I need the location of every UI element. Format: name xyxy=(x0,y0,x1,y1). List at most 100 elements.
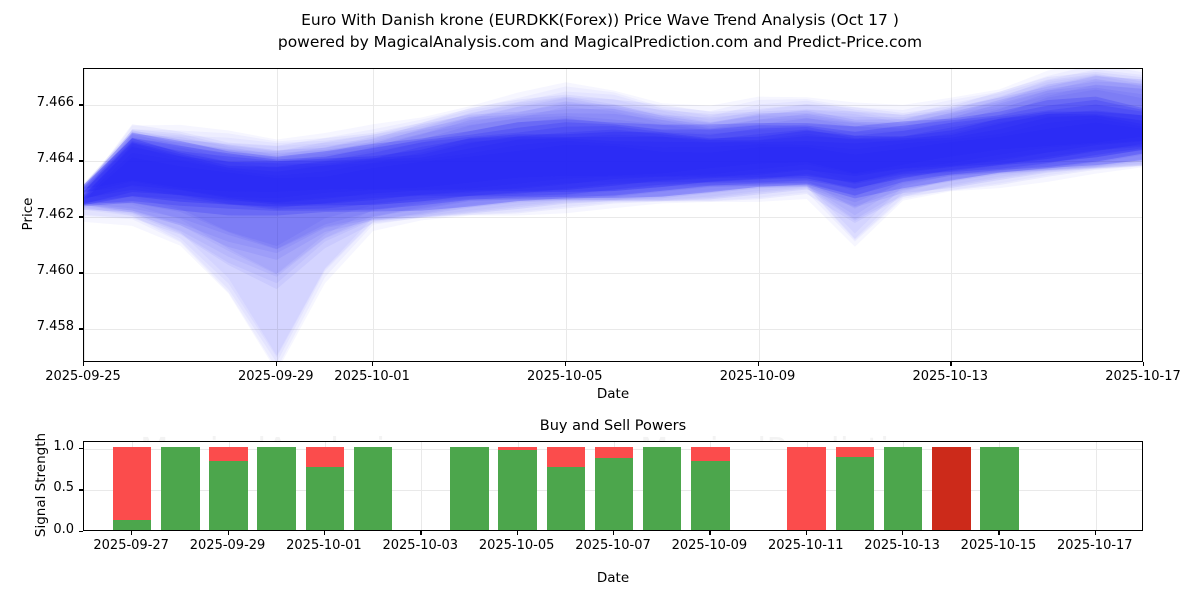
wave-band-polygon xyxy=(84,110,1142,211)
buy-power-segment xyxy=(546,466,586,530)
wave-band-polygon xyxy=(84,69,1142,358)
y-tick-label: 7.464 xyxy=(36,151,74,167)
signal-bar[interactable] xyxy=(257,446,296,530)
x-tick-mark xyxy=(372,362,374,366)
wave-band-polygon xyxy=(84,87,1142,254)
sell-power-segment xyxy=(932,446,971,530)
buy-power-segment xyxy=(209,460,248,530)
wave-band-polygon xyxy=(84,99,1142,208)
signal-bar[interactable] xyxy=(546,446,586,530)
x-tick-mark xyxy=(805,531,808,535)
figure-title-line-1: Euro With Danish krone (EURDKK(Forex)) P… xyxy=(301,11,899,29)
y-tick-mark xyxy=(79,489,83,491)
x-tick-label: 2025-10-17 xyxy=(1105,369,1181,384)
figure-title-line-2: powered by MagicalAnalysis.com and Magic… xyxy=(277,33,923,51)
wave-band-polygon xyxy=(84,73,1142,275)
x-tick-label: 2025-10-13 xyxy=(864,538,940,553)
wave-band-polygon xyxy=(84,113,1142,198)
sell-power-segment xyxy=(787,446,826,530)
y-tick-label: 1.0 xyxy=(53,438,74,454)
y-tick-mark xyxy=(79,216,83,218)
signal-bar[interactable] xyxy=(932,446,971,530)
x-tick-mark xyxy=(83,362,85,366)
gridline-vertical xyxy=(373,69,375,361)
buy-power-segment xyxy=(642,446,682,530)
sell-power-segment xyxy=(305,446,345,467)
buy-power-segment xyxy=(980,446,1019,530)
y-tick-mark xyxy=(79,328,83,330)
x-tick-label: 2025-09-29 xyxy=(189,538,266,553)
x-tick-mark xyxy=(1143,362,1145,366)
signal-bar[interactable] xyxy=(498,446,537,530)
wave-band-polygon xyxy=(84,71,1142,274)
y-tick-mark xyxy=(79,447,83,449)
price-x-axis-label: Date xyxy=(596,386,630,402)
signal-bar[interactable] xyxy=(112,446,152,530)
gridline-vertical xyxy=(1095,442,1097,530)
signal-chart-title: Buy and Sell Powers xyxy=(539,418,687,434)
buy-power-segment xyxy=(305,466,345,530)
buy-power-segment xyxy=(835,456,875,530)
buy-power-segment xyxy=(450,446,489,530)
y-tick-label: 7.462 xyxy=(36,207,74,223)
signal-bar[interactable] xyxy=(883,446,923,530)
signal-bar[interactable] xyxy=(642,446,682,530)
x-tick-label: 2025-10-13 xyxy=(912,369,989,384)
x-tick-mark xyxy=(950,362,952,366)
price-wave-bands xyxy=(84,69,1142,361)
gridline-horizontal xyxy=(84,161,1142,163)
signal-bar[interactable] xyxy=(209,446,248,530)
wave-band-polygon xyxy=(84,89,1142,260)
buy-power-segment xyxy=(498,450,537,530)
wave-band-polygon xyxy=(84,118,1142,205)
gridline-horizontal xyxy=(84,273,1142,275)
buy-power-segment xyxy=(594,458,634,530)
wave-band-polygon xyxy=(84,81,1142,249)
wave-band-polygon xyxy=(84,76,1142,247)
wave-band-polygon xyxy=(84,122,1142,207)
signal-bar[interactable] xyxy=(787,446,826,530)
buy-power-segment xyxy=(257,446,296,530)
buy-power-segment xyxy=(691,460,730,530)
signal-bar[interactable] xyxy=(450,446,489,530)
x-tick-label: 2025-10-01 xyxy=(334,369,410,384)
wave-band-polygon xyxy=(84,115,1142,203)
signal-bar[interactable] xyxy=(305,446,345,530)
signal-bar[interactable] xyxy=(353,446,393,530)
y-tick-label: 0.5 xyxy=(53,480,74,496)
price-wave-plot-area xyxy=(83,68,1143,362)
gridline-vertical xyxy=(421,442,423,530)
gridline-vertical xyxy=(758,69,760,361)
wave-band-polygon xyxy=(84,69,1142,356)
gridline-vertical xyxy=(276,69,278,361)
signal-bar[interactable] xyxy=(161,446,200,530)
x-tick-label: 2025-10-11 xyxy=(767,538,844,553)
signal-bar[interactable] xyxy=(594,446,634,530)
x-tick-label: 2025-10-17 xyxy=(1057,538,1133,553)
x-tick-mark xyxy=(420,531,422,535)
x-tick-mark xyxy=(757,362,759,366)
buy-power-segment xyxy=(883,446,923,530)
x-tick-mark xyxy=(902,531,904,535)
x-tick-mark xyxy=(131,531,133,535)
y-tick-label: 7.460 xyxy=(36,263,74,279)
sell-power-segment xyxy=(546,446,586,467)
gridline-horizontal xyxy=(84,217,1142,219)
signal-bar[interactable] xyxy=(980,446,1019,530)
wave-band-polygon xyxy=(84,111,1142,192)
wave-band-polygon xyxy=(84,78,1142,361)
sell-power-segment xyxy=(209,446,248,461)
wave-band-polygon xyxy=(84,74,1142,361)
sell-power-segment xyxy=(835,446,875,457)
wave-band-polygon xyxy=(84,96,1142,203)
wave-band-polygon xyxy=(84,75,1142,277)
y-tick-mark xyxy=(79,160,83,162)
signal-bar[interactable] xyxy=(691,446,730,530)
x-tick-label: 2025-10-03 xyxy=(382,538,459,553)
x-tick-label: 2025-09-25 xyxy=(45,369,121,384)
signal-bar[interactable] xyxy=(835,446,875,530)
x-tick-label: 2025-09-27 xyxy=(93,538,169,553)
buy-power-segment xyxy=(161,446,200,530)
x-tick-mark xyxy=(227,531,229,535)
